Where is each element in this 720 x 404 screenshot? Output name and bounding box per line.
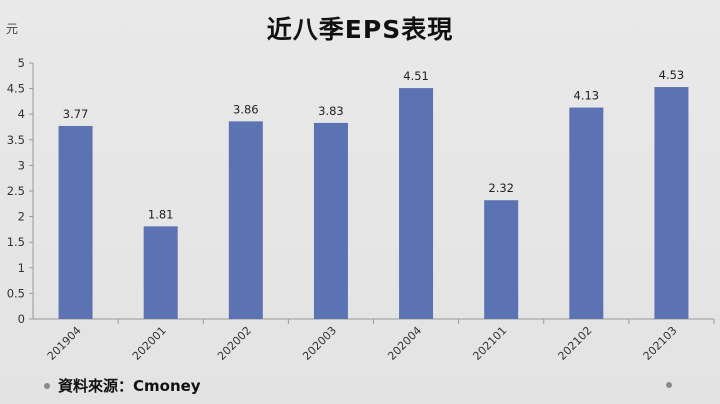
bar [484, 200, 519, 319]
bar [569, 107, 604, 319]
y-tick-label: 2 [18, 210, 25, 224]
source-note: 資料來源：Cmoney [44, 375, 201, 396]
bar [58, 125, 93, 319]
x-tick-label: 202001 [130, 324, 169, 363]
chart-axes: 0 0.5 1 1.5 2 2.5 3 3.5 4 4.5 5 [7, 56, 715, 326]
y-tick-label: 4 [18, 107, 25, 121]
data-label: 3.86 [233, 102, 259, 116]
y-axis-unit-label: 元 [6, 22, 19, 36]
x-tick-label: 202102 [556, 324, 595, 363]
y-tick-label: 0 [18, 312, 25, 326]
source-text: 資料來源：Cmoney [58, 377, 201, 395]
data-label: 3.77 [63, 107, 89, 121]
bar [228, 121, 263, 319]
y-tick-label: 3.5 [7, 133, 25, 147]
data-label: 1.81 [148, 207, 174, 221]
x-tick-label: 202103 [641, 324, 680, 363]
x-tick-label: 201904 [45, 324, 84, 363]
bar [313, 122, 348, 320]
y-tick-label: 5 [18, 56, 25, 70]
data-label: 4.13 [574, 89, 600, 103]
data-label: 4.53 [659, 68, 685, 82]
x-tick-label: 202101 [470, 324, 509, 363]
y-tick-label: 1 [18, 261, 25, 275]
y-tick-label: 4.5 [7, 82, 25, 96]
x-tick-label: 202004 [385, 324, 424, 363]
chart-bars [58, 87, 689, 320]
y-tick-label: 2.5 [7, 184, 25, 198]
y-tick-label: 0.5 [7, 286, 25, 300]
data-label: 2.32 [488, 181, 514, 195]
bar [399, 88, 434, 319]
y-tick-label: 1.5 [7, 235, 25, 249]
y-tick-label: 3 [18, 158, 25, 172]
decorative-dot-icon [666, 382, 672, 388]
bar [654, 87, 689, 320]
data-label: 3.83 [318, 104, 344, 118]
x-tick-label: 202002 [215, 324, 254, 363]
bar [143, 226, 178, 319]
bullet-icon [44, 382, 50, 389]
data-label: 4.51 [403, 69, 429, 83]
chart-title: 近八季EPS表現 [266, 15, 454, 44]
x-tick-label: 202003 [300, 324, 339, 363]
